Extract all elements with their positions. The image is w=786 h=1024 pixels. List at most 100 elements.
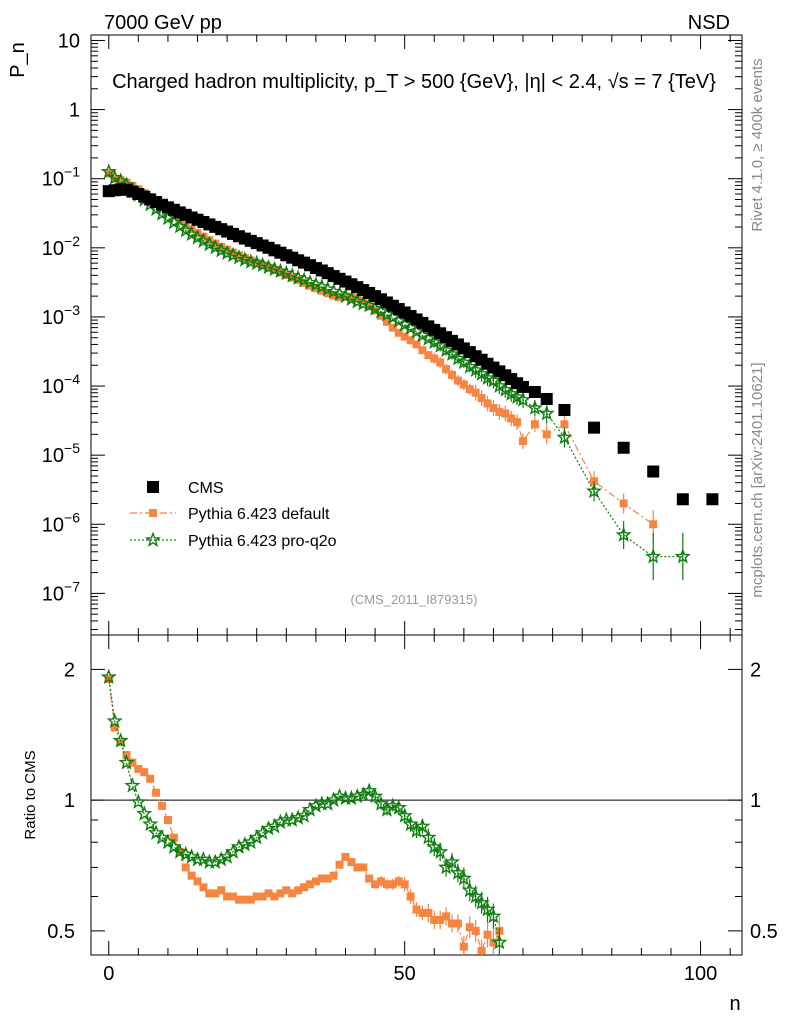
ratio-ytick-label: 1 [64,790,75,812]
ratio-pythia-default-point [400,880,409,889]
ratio-pythia-proq2o-point [473,894,490,910]
ratio-pythia-proq2o-point [142,815,159,832]
pythia-default-point [489,404,498,413]
ratio-pythia-proq2o-point [396,807,413,823]
pythia-proq2o-point [396,316,413,332]
ratio-pythia-default-point [442,912,451,921]
ratio-pythia-proq2o-point [266,817,283,834]
ratio-pythia-default-point [448,919,457,928]
ratio-pythia-proq2o-point [467,887,484,904]
ratio-pythia-proq2o-point [242,833,259,850]
pythia-default-point [394,328,403,337]
ratio-pythia-proq2o-point [284,811,301,827]
ratio-pythia-proq2o-point [307,797,325,813]
ratio-pythia-default-point [388,880,397,889]
y-axis-label-main: P_n [7,42,29,78]
pythia-default-point [471,388,480,397]
ratio-series-group [100,668,508,955]
pythia-default-point [240,254,249,263]
pythia-default-point [448,370,457,379]
ratio-pythia-proq2o-point [290,809,307,825]
pythia-default-point [619,499,628,508]
ratio-pythia-default-point [252,892,261,901]
cms-point [540,392,553,405]
ratio-pythia-default-point [140,768,149,777]
pythia-default-point [217,242,226,251]
ratio-pythia-proq2o-point [378,801,395,817]
x-axis-label: n [729,993,740,1015]
ratio-pythia-default-point [134,764,143,773]
ratio-pythia-default-point [116,738,125,747]
pythia-proq2o-point [645,548,662,564]
rivet-version-label: Rivet 4.1.0, ≥ 400k events [749,58,766,231]
ratio-pythia-proq2o-point [130,793,147,809]
pythia-proq2o-point [615,526,632,542]
pythia-default-point [317,286,326,295]
pythia-default-point [282,271,291,280]
pythia-default-point [276,268,285,277]
chart-title: Charged hadron multiplicity, p_T > 500 {… [112,71,716,93]
ratio-pythia-default-point [211,889,220,898]
pythia-proq2o-point [384,308,401,325]
cms-point [558,404,571,417]
pythia-default-point [649,520,658,529]
main-ytick-label: 10−1 [42,164,80,191]
ratio-pythia-default-point [199,883,208,892]
ratio-ytick-label-right: 1 [750,790,761,812]
ratio-pythia-default-point [477,946,486,955]
ratio-pythia-proq2o-point [461,881,478,898]
ratio-pythia-proq2o-point [136,805,153,821]
pythia-default-point [329,291,338,300]
ratio-axis-ticks: 2 2 1 1 0.5 0.5 0 50 100 [47,635,778,985]
ratio-pythia-default-point [181,863,190,872]
pythia-proq2o-point [201,235,218,252]
pythia-default-point [104,169,113,178]
ratio-pythia-default-point [217,886,226,895]
pythia-default-point [465,385,474,394]
pythia-default-point [116,176,125,185]
legend: CMS Pythia 6.423 default Pythia 6.423 pro-… [130,480,337,550]
ratio-pythia-default-point [205,889,214,898]
ratio-pythia-default-point [459,942,468,951]
ratio-pythia-proq2o-point [390,799,407,815]
ratio-pythia-default-point [223,892,232,901]
pythia-default-point [442,365,451,374]
ratio-pythia-proq2o-point [449,864,467,880]
ratio-pythia-default-point [240,895,249,904]
pythia-default-point [507,414,516,423]
ratio-pythia-default-point [329,871,338,880]
ratio-pythia-default-point [234,895,243,904]
ratio-pythia-proq2o-point [100,668,117,685]
main-ytick-label: 10−5 [42,440,80,467]
ratio-pythia-default-point [246,895,255,904]
ratio-pythia-proq2o-point [124,777,141,793]
pythia-proq2o-point [195,232,212,249]
ratio-ytick-label-right: 2 [750,659,761,681]
main-ytick-label: 10 [58,30,80,52]
pythia-proq2o-point [526,399,543,415]
ratio-pythia-default-point [258,892,267,901]
ratio-pythia-default-point [193,877,202,886]
pythia-default-point [430,354,439,363]
ratio-pythia-proq2o-point [248,829,265,845]
ratio-pythia-default-point [424,908,433,917]
pythia-proq2o-point [556,429,573,445]
pythia-proq2o-point [420,330,437,346]
ratio-pythia-proq2o-point [443,853,461,870]
main-ytick-label: 10−4 [42,371,80,398]
ratio-pythia-default-point [371,880,380,889]
ratio-pythia-default-point [163,816,172,825]
y-axis-label-ratio: Ratio to CMS [22,750,39,839]
xtick-label: 100 [684,963,717,985]
ratio-pythia-default-point [394,877,403,886]
main-ytick-label: 10−6 [42,509,80,536]
ratio-pythia-default-point [489,938,498,947]
ratio-pythia-default-point [453,919,462,928]
pythia-proq2o-point [674,548,691,564]
ratio-pythia-default-point [152,788,161,797]
ratio-pythia-proq2o-point [479,900,496,917]
pythia-default-point [406,336,415,345]
ratio-pythia-proq2o-point [366,787,384,804]
ratio-pythia-proq2o-point [408,822,425,838]
ratio-pythia-default-point [365,874,374,883]
